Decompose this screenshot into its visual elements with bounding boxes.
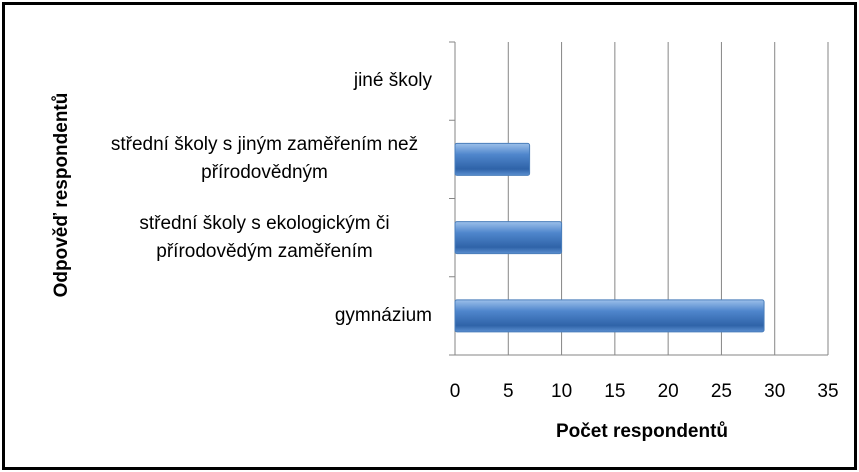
y-tick-label: střední školy s ekologickým či přírodově… xyxy=(139,212,390,262)
x-tick-label: 20 xyxy=(658,381,679,402)
y-tick-label: jiné školy xyxy=(353,70,432,92)
y-tick-label-box: střední školy s jiným zaměřením než přír… xyxy=(97,131,432,187)
y-tick-label-box: jiné školy xyxy=(354,67,432,95)
x-tick-label: 35 xyxy=(817,381,838,402)
x-tick-label: 10 xyxy=(551,381,572,402)
x-tick-label: 0 xyxy=(450,381,461,402)
x-axis-title: Počet respondentů xyxy=(556,421,728,442)
bar xyxy=(454,221,563,255)
y-tick-label-box: střední školy s ekologickým či přírodově… xyxy=(97,210,432,266)
x-tick-label: 30 xyxy=(764,381,785,402)
x-tick-label: 25 xyxy=(711,381,732,402)
y-tick-label: gymnázium xyxy=(334,304,432,326)
y-tick-label-box: gymnázium xyxy=(335,302,432,330)
bar xyxy=(454,142,531,176)
y-axis-title: Odpověď respondentů xyxy=(51,93,72,298)
x-tick-label: 5 xyxy=(503,381,514,402)
x-tick-label: 15 xyxy=(604,381,625,402)
y-tick-label: střední školy s jiným zaměřením než přír… xyxy=(110,134,419,184)
bar xyxy=(454,299,765,333)
